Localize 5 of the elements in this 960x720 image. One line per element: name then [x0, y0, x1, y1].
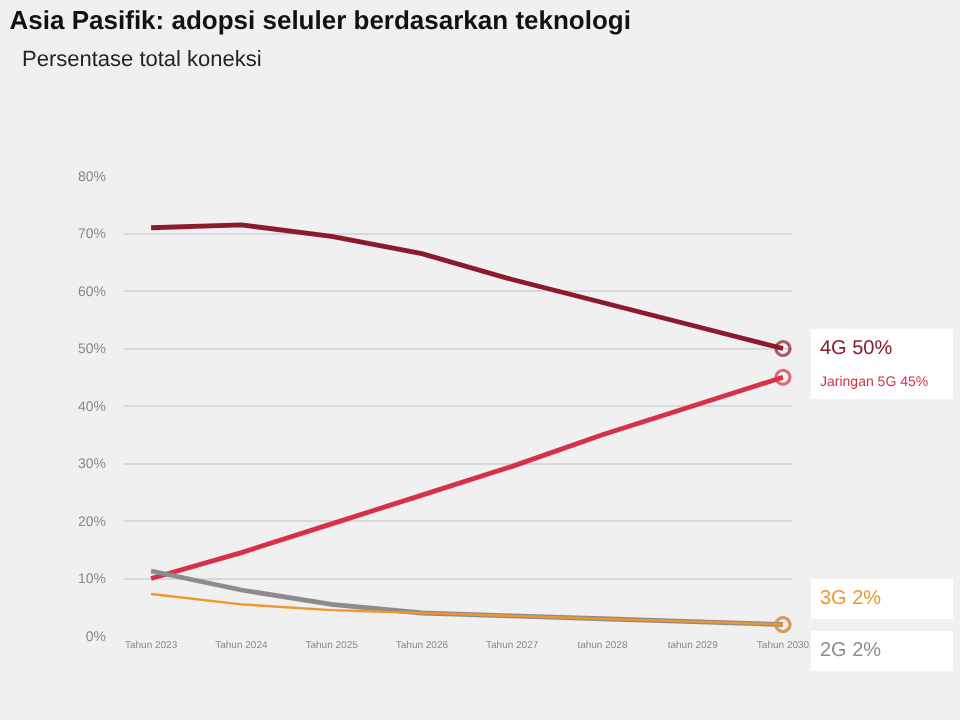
chart-title: Asia Pasifik: adopsi seluler berdasarkan teknologi — [9, 5, 631, 35]
chart-subtitle: Persentase total koneksi — [22, 48, 262, 72]
text: 4G 50% — [820, 338, 893, 360]
text: 3G 2% — [820, 588, 882, 610]
text: 2G 2% — [820, 640, 882, 662]
